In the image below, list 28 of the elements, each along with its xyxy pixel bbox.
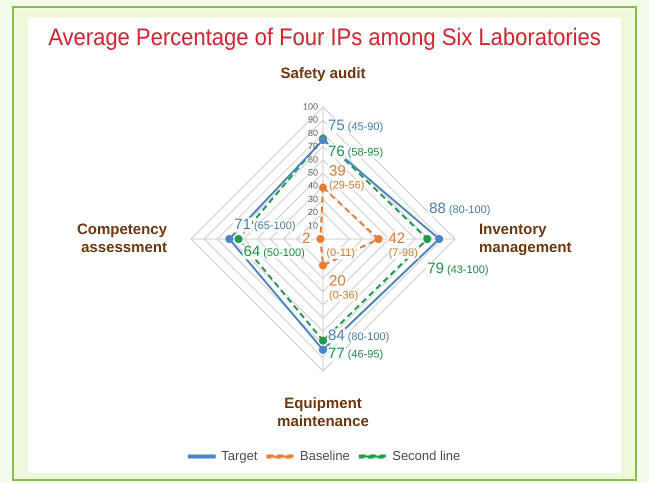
y-tick-label: 40 (308, 180, 318, 191)
spoke-label: Equipment maintenance (277, 395, 369, 430)
y-tick-label: 100 (302, 101, 318, 112)
data-label: 39 (29-56) (329, 162, 364, 192)
spoke-label: Safety audit (280, 65, 366, 82)
y-tick-label: 10 (308, 220, 318, 230)
data-label: 79 (43-100) (427, 260, 489, 278)
data-label: 76 (58-95) (328, 142, 384, 160)
y-tick-label: 50 (308, 167, 318, 178)
y-tick-label: 30 (308, 194, 318, 204)
legend-label: Second line (392, 448, 460, 464)
legend-label: Baseline (300, 448, 350, 464)
data-label: 20 (0-36) (329, 272, 358, 302)
y-tick-label: 60 (308, 154, 318, 164)
y-tick-label: 20 (308, 207, 318, 218)
y-tick-label: 80 (308, 128, 318, 138)
data-label: 77 (46-95) (328, 344, 384, 362)
chart-title: Average Percentage of Four IPs among Six Laboratories (48, 23, 601, 50)
spoke-label: Competency assessment (76, 221, 168, 256)
data-label: 75 (45-90) (328, 117, 384, 134)
spoke-label: Inventory management (479, 221, 572, 256)
data-label: 88 (80-100) (429, 200, 490, 218)
y-tick-label: 90 (308, 114, 318, 125)
data-label: 84 (80-100) (328, 327, 390, 344)
legend-label: Target (221, 448, 258, 464)
data-label: 71 (65-100) (234, 216, 296, 234)
data-label: 64 (50-100) (244, 243, 305, 260)
data-label: 42 (7-98) (388, 230, 418, 260)
